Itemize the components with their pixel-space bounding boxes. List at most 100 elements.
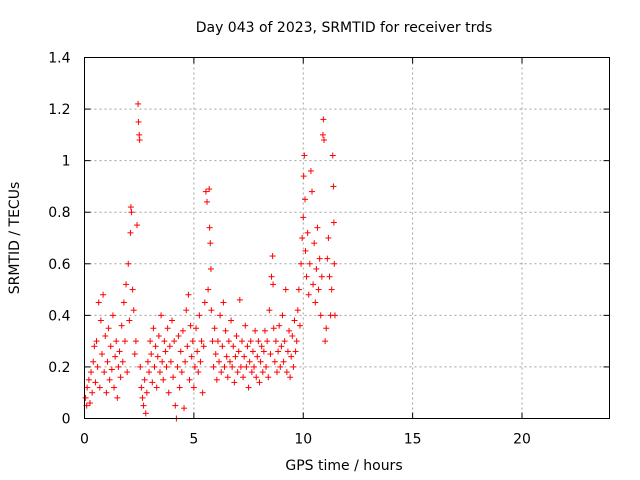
data-point [253, 374, 260, 381]
data-point [84, 384, 91, 391]
data-point [188, 353, 195, 360]
data-point [249, 348, 256, 355]
data-point [107, 343, 114, 350]
data-point [92, 379, 99, 386]
data-point [191, 363, 198, 370]
data-point [146, 369, 153, 376]
data-point [148, 351, 155, 358]
data-point [154, 353, 161, 360]
data-point [245, 384, 252, 391]
data-point [329, 152, 336, 159]
data-point [178, 369, 185, 376]
data-point [260, 348, 267, 355]
data-point [295, 286, 302, 293]
data-point [219, 343, 226, 350]
data-point [169, 317, 175, 324]
data-point [318, 273, 325, 280]
data-point [289, 332, 296, 339]
y-tick-label: 0.4 [48, 308, 70, 324]
plot-frame [84, 57, 610, 419]
data-point [240, 374, 247, 381]
data-point [193, 325, 200, 332]
data-point [124, 369, 131, 376]
data-point [176, 384, 183, 391]
data-point [97, 317, 104, 324]
data-point [225, 338, 232, 345]
data-point [189, 338, 196, 345]
data-point [270, 325, 277, 332]
data-point [282, 286, 289, 293]
data-point [175, 332, 182, 339]
data-point [118, 322, 125, 329]
data-point [321, 137, 328, 144]
y-tick-label: 0 [62, 412, 71, 428]
data-point [244, 343, 251, 350]
data-point [195, 369, 202, 376]
data-point [93, 338, 100, 345]
data-point [280, 358, 287, 365]
data-point [177, 348, 184, 355]
data-point [137, 363, 144, 370]
data-point [230, 343, 237, 350]
data-point [268, 273, 275, 280]
data-point [226, 358, 233, 365]
x-tick-label: 20 [513, 432, 531, 448]
data-point [251, 363, 258, 370]
data-point [287, 374, 294, 381]
data-point [252, 327, 259, 334]
data-point [199, 389, 206, 396]
data-point [256, 379, 263, 386]
data-point [224, 374, 231, 381]
data-point [94, 363, 101, 370]
data-point [302, 196, 308, 203]
data-point [106, 376, 113, 383]
data-point [130, 307, 137, 314]
data-point [317, 312, 324, 319]
data-point [306, 260, 313, 267]
data-point [288, 353, 295, 360]
data-point [190, 384, 197, 391]
data-point [214, 338, 221, 345]
data-point [138, 384, 145, 391]
y-axis-tick-labels: 0 0.2 0.4 0.6 0.8 1 1.2 1.4 [48, 51, 70, 428]
data-point [281, 338, 288, 345]
data-point [121, 338, 128, 345]
data-point [204, 198, 210, 205]
data-point [172, 402, 179, 409]
data-point [126, 317, 133, 324]
x-tick-label: 10 [294, 432, 312, 448]
data-point [239, 338, 245, 345]
data-point [330, 183, 337, 190]
data-point [261, 327, 268, 334]
x-tick-label: 5 [189, 432, 198, 448]
data-point [207, 240, 214, 247]
data-point [127, 229, 134, 236]
data-point [206, 224, 213, 231]
data-point [248, 369, 255, 376]
data-point [313, 265, 320, 272]
data-point [236, 296, 243, 303]
data-point [112, 353, 119, 360]
data-point [279, 312, 286, 319]
data-point [179, 327, 186, 334]
y-tick-label: 1.2 [48, 102, 70, 118]
data-point [85, 376, 92, 383]
data-point [114, 394, 121, 401]
data-point [270, 281, 277, 288]
data-point [205, 286, 212, 293]
data-point [319, 131, 326, 138]
data-point [166, 343, 173, 350]
data-point [155, 332, 162, 339]
data-point [88, 369, 95, 376]
data-point [82, 394, 89, 401]
data-point [125, 260, 132, 267]
data-point [298, 260, 305, 267]
data-point [170, 374, 177, 381]
data-point [267, 351, 274, 358]
data-point [127, 204, 134, 211]
data-point [300, 173, 307, 180]
data-point [120, 299, 127, 306]
data-point [265, 374, 272, 381]
data-point [275, 348, 282, 355]
data-point [184, 343, 191, 350]
